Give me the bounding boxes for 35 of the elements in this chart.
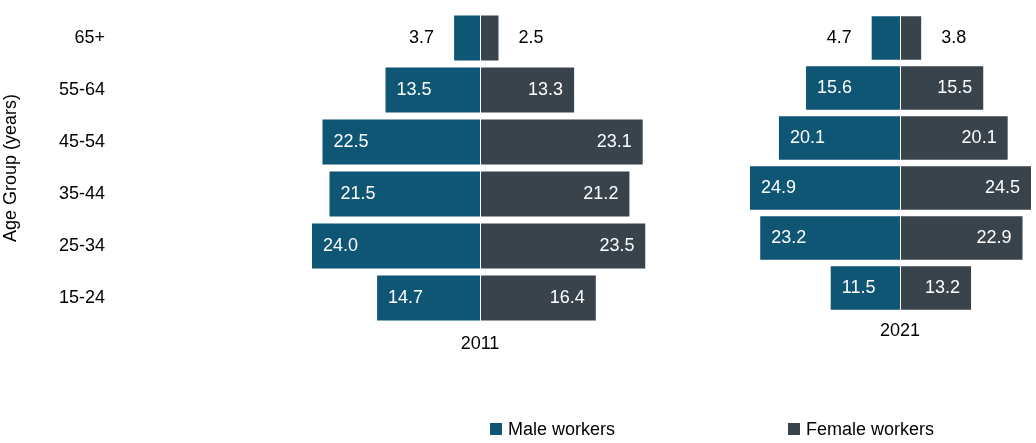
y-tick-label: 45-54 [58, 130, 105, 151]
y-axis-title: Age Group (years) [0, 93, 20, 243]
data-label: 3.8 [941, 26, 967, 47]
data-label: 13.3 [528, 78, 564, 99]
data-label: 13.2 [924, 276, 961, 297]
data-label: 24.0 [323, 234, 359, 255]
y-tick-label: 15-24 [58, 286, 105, 307]
data-label: 20.1 [961, 126, 997, 147]
data-label: 4.7 [826, 26, 852, 47]
data-label: 2.5 [518, 26, 544, 47]
y-tick-label: 25-34 [58, 234, 105, 255]
y-tick-label: 65+ [74, 26, 105, 47]
data-label: 13.5 [396, 78, 432, 99]
data-label: 11.5 [841, 276, 876, 297]
data-label: 20.1 [789, 126, 825, 147]
legend-label: Female workers [806, 418, 935, 440]
y-tick-label: 35-44 [58, 182, 105, 203]
data-label: 23.1 [596, 130, 632, 151]
data-label: 15.6 [817, 76, 853, 97]
x-axis-title: 2021 [879, 319, 921, 341]
data-label: 22.5 [333, 130, 369, 151]
data-label: 21.5 [340, 182, 376, 203]
data-label: 3.7 [409, 26, 435, 47]
data-label: 15.5 [937, 76, 973, 97]
data-label: 23.2 [771, 226, 807, 247]
data-label: 22.9 [976, 226, 1012, 247]
legend-label: Male workers [508, 418, 616, 440]
data-label: 23.5 [599, 234, 635, 255]
x-axis-title: 2011 [460, 332, 500, 354]
data-label: 24.9 [761, 176, 797, 197]
data-label: 16.4 [549, 286, 585, 307]
y-tick-label: 55-64 [58, 78, 105, 99]
data-label: 14.7 [388, 286, 424, 307]
data-label: 24.5 [984, 176, 1020, 197]
data-label: 21.2 [583, 182, 619, 203]
